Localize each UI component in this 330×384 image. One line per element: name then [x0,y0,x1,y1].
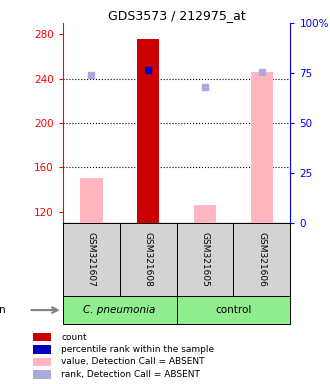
Text: control: control [215,305,252,315]
Point [259,69,265,75]
Bar [33,333,51,341]
Text: percentile rank within the sample: percentile rank within the sample [61,345,214,354]
Bar [33,345,51,354]
Bar [33,370,51,379]
Text: GSM321607: GSM321607 [87,232,96,286]
Text: GSM321608: GSM321608 [144,232,152,286]
Title: GDS3573 / 212975_at: GDS3573 / 212975_at [108,9,246,22]
Bar [33,358,51,366]
Text: GSM321606: GSM321606 [257,232,266,286]
Text: infection: infection [0,305,6,315]
Point [88,72,94,78]
Bar [234,223,290,296]
Point [146,66,151,73]
Bar [194,205,216,223]
Bar [177,296,290,324]
Text: count: count [61,333,87,342]
Bar [119,223,177,296]
Text: value, Detection Call = ABSENT: value, Detection Call = ABSENT [61,358,205,366]
Point [202,84,208,91]
Bar [63,223,119,296]
Bar [177,223,233,296]
Bar [80,178,103,223]
Text: C. pneumonia: C. pneumonia [83,305,156,315]
Text: GSM321605: GSM321605 [201,232,210,286]
Bar [250,72,273,223]
Text: rank, Detection Call = ABSENT: rank, Detection Call = ABSENT [61,370,200,379]
Bar [63,296,177,324]
Bar [137,38,159,223]
